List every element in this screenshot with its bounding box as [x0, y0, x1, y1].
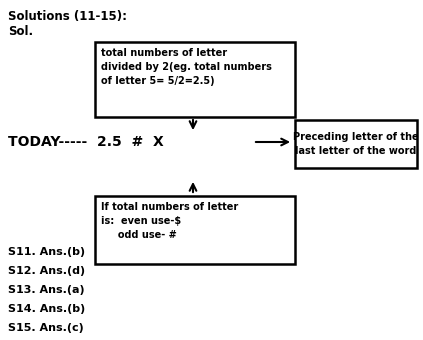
Text: S12. Ans.(d): S12. Ans.(d) [8, 266, 85, 276]
Text: Solutions (11-15):: Solutions (11-15): [8, 10, 127, 23]
Text: Preceding letter of the
last letter of the word: Preceding letter of the last letter of t… [293, 132, 419, 156]
Text: TODAY-----  2.5  #  X: TODAY----- 2.5 # X [8, 135, 164, 149]
Text: Sol.: Sol. [8, 25, 33, 38]
Text: If total numbers of letter
is:  even use-$
     odd use- #: If total numbers of letter is: even use-… [101, 202, 238, 240]
Text: S13. Ans.(a): S13. Ans.(a) [8, 285, 85, 295]
Bar [95, 42, 295, 117]
Bar [295, 120, 417, 168]
Bar [95, 196, 295, 264]
Text: total numbers of letter
divided by 2(eg. total numbers
of letter 5= 5/2=2.5): total numbers of letter divided by 2(eg.… [101, 48, 272, 86]
Text: S15. Ans.(c): S15. Ans.(c) [8, 323, 84, 333]
Text: S11. Ans.(b): S11. Ans.(b) [8, 247, 85, 257]
Text: S14. Ans.(b): S14. Ans.(b) [8, 304, 85, 314]
